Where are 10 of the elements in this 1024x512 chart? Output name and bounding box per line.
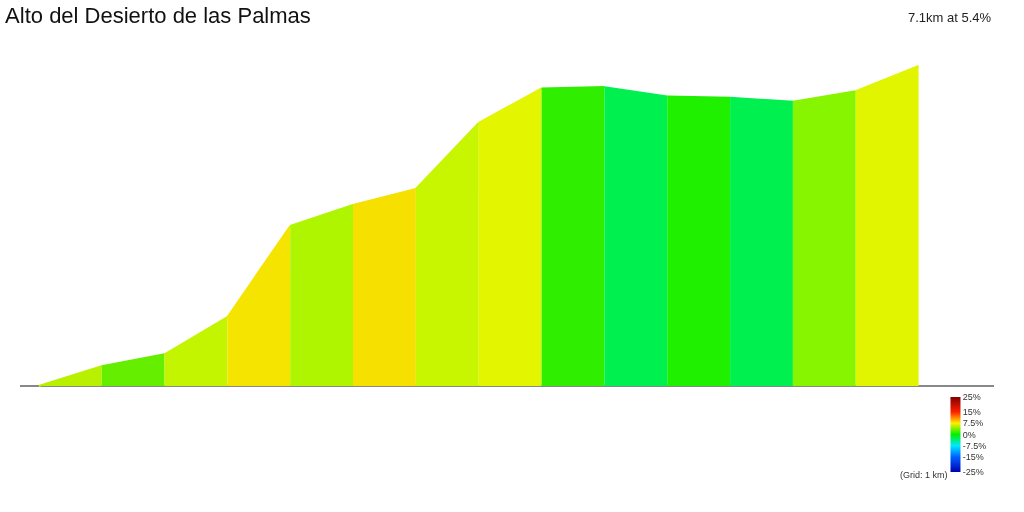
- color-bar-label: 25%: [962, 392, 981, 403]
- text: 7.1km at 5.4%: [908, 10, 992, 25]
- text: (Grid: 1 km): [900, 470, 948, 480]
- color-bar-label: 0%: [962, 429, 976, 440]
- color-bar-label: -15%: [962, 452, 984, 463]
- color-bar-label: -7.5%: [962, 440, 987, 451]
- chart-title: Alto del Desierto de las Palmas: [5, 3, 311, 29]
- color-bar-label: 7.5%: [962, 418, 984, 429]
- color-bar-label: -25%: [962, 467, 984, 478]
- color-bar-label: 15%: [962, 407, 981, 418]
